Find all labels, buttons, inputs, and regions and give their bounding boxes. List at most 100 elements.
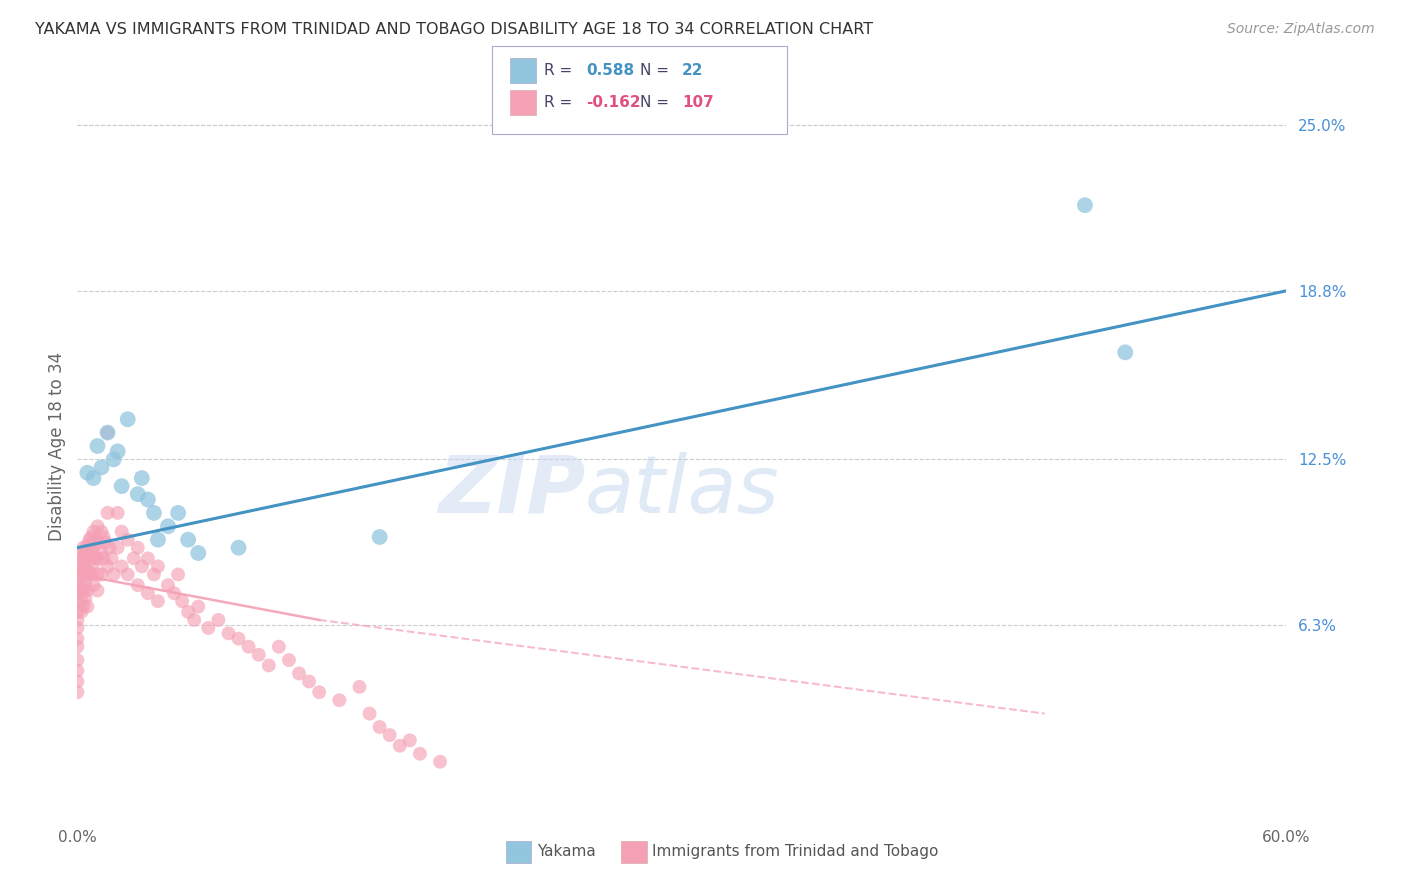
Point: [117, 412, 139, 426]
Point: [66, 621, 89, 635]
Point: [66, 586, 89, 600]
Point: [197, 621, 219, 635]
Point: [388, 739, 411, 753]
Point: [111, 524, 134, 539]
Point: [66, 559, 89, 574]
Point: [96, 425, 118, 440]
Point: [218, 626, 240, 640]
Point: [163, 586, 186, 600]
Point: [131, 471, 153, 485]
Point: [127, 487, 149, 501]
Point: [111, 559, 134, 574]
Point: [157, 578, 180, 592]
Point: [72, 551, 94, 566]
Point: [66, 653, 89, 667]
Point: [183, 613, 205, 627]
Point: [79, 533, 101, 547]
Point: [70, 562, 93, 576]
Point: [75, 559, 97, 574]
Point: [187, 599, 209, 614]
Text: atlas: atlas: [585, 452, 780, 530]
Point: [76, 599, 98, 614]
Point: [278, 653, 301, 667]
Point: [66, 685, 89, 699]
Point: [228, 541, 250, 555]
Point: [136, 586, 159, 600]
Point: [328, 693, 350, 707]
Point: [72, 567, 94, 582]
Point: [207, 613, 229, 627]
Point: [75, 591, 97, 606]
Point: [359, 706, 381, 721]
Point: [86, 551, 108, 566]
Text: N =: N =: [640, 63, 673, 78]
Point: [94, 535, 117, 549]
Point: [90, 524, 112, 539]
Point: [86, 519, 108, 533]
Point: [76, 466, 98, 480]
Point: [96, 559, 118, 574]
Point: [66, 546, 89, 560]
Point: [72, 541, 94, 555]
Point: [76, 538, 98, 552]
Point: [66, 613, 89, 627]
Point: [107, 541, 129, 555]
Text: 0.588: 0.588: [586, 63, 634, 78]
Point: [66, 664, 89, 678]
Point: [90, 546, 112, 560]
Point: [70, 583, 93, 598]
Point: [146, 533, 169, 547]
Point: [100, 551, 122, 566]
Text: Immigrants from Trinidad and Tobago: Immigrants from Trinidad and Tobago: [652, 845, 939, 859]
Point: [1114, 345, 1136, 359]
Point: [93, 551, 115, 566]
Text: R =: R =: [544, 95, 578, 110]
Point: [72, 599, 94, 614]
Point: [96, 425, 118, 440]
Point: [82, 524, 104, 539]
Point: [131, 559, 153, 574]
Point: [76, 567, 98, 582]
Point: [66, 594, 89, 608]
Point: [288, 666, 311, 681]
Point: [82, 557, 104, 571]
Point: [80, 567, 103, 582]
Point: [378, 728, 401, 742]
Point: [117, 567, 139, 582]
Point: [66, 674, 89, 689]
Point: [93, 530, 115, 544]
Point: [177, 605, 200, 619]
Point: [82, 471, 104, 485]
Point: [79, 565, 101, 579]
Point: [86, 583, 108, 598]
Point: [72, 583, 94, 598]
Point: [157, 519, 180, 533]
Point: [308, 685, 330, 699]
Point: [66, 632, 89, 646]
Point: [177, 533, 200, 547]
Point: [167, 567, 190, 582]
Point: [82, 578, 104, 592]
Point: [75, 575, 97, 590]
Point: [90, 567, 112, 582]
Point: [1074, 198, 1097, 212]
Point: [86, 535, 108, 549]
Y-axis label: Disability Age 18 to 34: Disability Age 18 to 34: [48, 351, 66, 541]
Point: [96, 506, 118, 520]
Point: [368, 720, 391, 734]
Point: [79, 549, 101, 563]
Point: [368, 530, 391, 544]
Point: [70, 594, 93, 608]
Point: [82, 541, 104, 555]
Point: [349, 680, 371, 694]
Point: [75, 546, 97, 560]
Point: [429, 755, 451, 769]
Text: 22: 22: [682, 63, 703, 78]
Point: [111, 479, 134, 493]
Point: [257, 658, 280, 673]
Point: [228, 632, 250, 646]
Point: [66, 578, 89, 592]
Point: [66, 640, 89, 654]
Text: YAKAMA VS IMMIGRANTS FROM TRINIDAD AND TOBAGO DISABILITY AGE 18 TO 34 CORRELATIO: YAKAMA VS IMMIGRANTS FROM TRINIDAD AND T…: [35, 22, 873, 37]
Point: [122, 551, 145, 566]
